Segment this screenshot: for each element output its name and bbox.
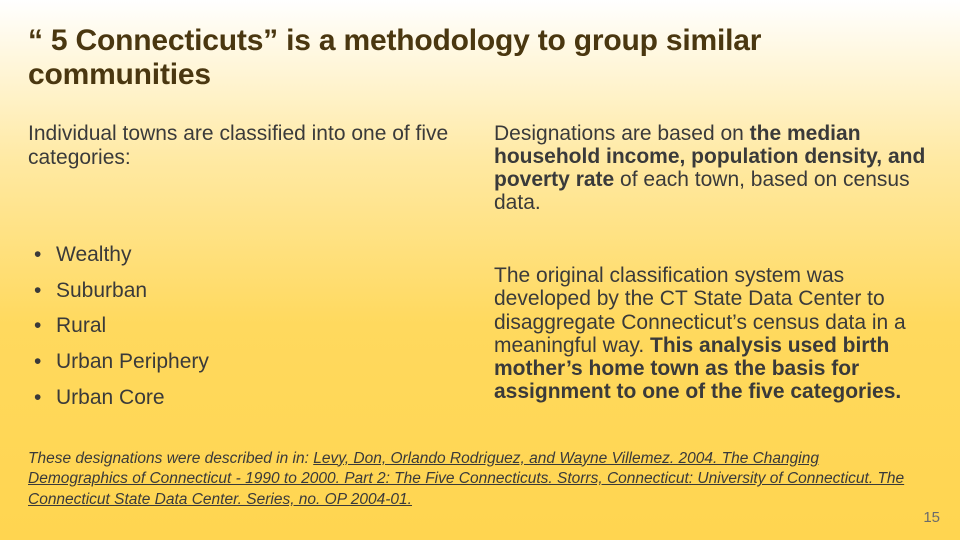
content-columns: Individual towns are classified into one… (28, 122, 932, 415)
list-item: Suburban (56, 273, 476, 309)
list-item: Wealthy (56, 237, 476, 273)
list-item: Rural (56, 308, 476, 344)
category-list: Wealthy Suburban Rural Urban Periphery U… (28, 237, 476, 415)
list-item: Urban Core (56, 380, 476, 416)
left-column: Individual towns are classified into one… (28, 122, 476, 415)
footer-citation: These designations were described in in:… (28, 449, 912, 510)
right-column: Designations are based on the median hou… (494, 122, 934, 415)
slide-title: “ 5 Connecticuts” is a methodology to gr… (28, 24, 932, 92)
left-intro-text: Individual towns are classified into one… (28, 122, 476, 169)
list-item: Urban Periphery (56, 344, 476, 380)
para1-prefix: Designations are based on (494, 122, 750, 145)
slide-container: “ 5 Connecticuts” is a methodology to gr… (0, 0, 960, 540)
page-number: 15 (923, 509, 940, 526)
right-para-2: The original classification system was d… (494, 264, 934, 403)
citation-lead: These designations were described in in: (28, 450, 313, 467)
right-para-1: Designations are based on the median hou… (494, 122, 934, 214)
